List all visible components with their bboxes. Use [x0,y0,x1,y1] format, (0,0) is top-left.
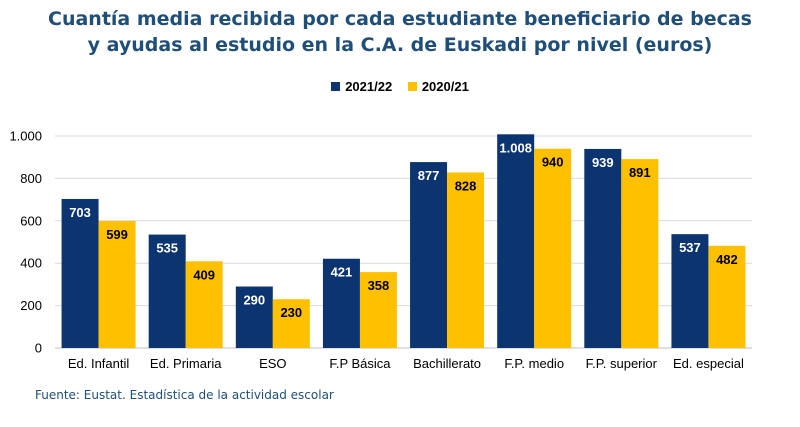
data-label-2021-22-1: 535 [156,241,178,256]
data-label-2021-22-2: 290 [243,293,265,308]
legend: 2021/22 2020/21 [0,79,800,94]
bar-2020-21-7 [708,245,746,348]
data-label-2020-21-4: 828 [455,178,477,193]
chart-title-line-2: y ayudas al estudio en la C.A. de Euskad… [87,34,713,56]
data-label-2020-21-6: 891 [629,165,651,180]
x-tick-label-3: F.P Básica [329,356,391,371]
bar-2021-22-7 [671,234,709,348]
y-tick-label-1000: 1.000 [9,129,42,144]
data-label-2021-22-7: 537 [679,240,701,255]
bar-2021-22-6 [584,148,622,348]
x-tick-label-7: Ed. especial [673,356,744,371]
chart-title: Cuantía media recibida por cada estudian… [0,6,800,58]
x-tick-label-5: F.P. medio [504,356,564,371]
legend-item-2021-22: 2021/22 [331,79,392,94]
data-label-2020-21-5: 940 [542,155,564,170]
bar-2021-22-0 [61,198,99,348]
x-tick-label-4: Bachillerato [413,356,481,371]
data-label-2021-22-0: 703 [69,205,91,220]
chart-title-line-1: Cuantía media recibida por cada estudian… [48,8,752,30]
bar-2020-21-5 [534,148,572,348]
data-label-2020-21-3: 358 [368,278,390,293]
bar-2020-21-4 [447,172,485,348]
x-tick-label-1: Ed. Primaria [150,356,222,371]
y-tick-label-600: 600 [20,213,42,228]
y-tick-label-0: 0 [35,341,42,356]
bar-2020-21-2 [272,299,310,348]
bar-2020-21-6 [621,159,659,348]
legend-swatch-2021-22 [331,82,341,91]
data-label-2021-22-6: 939 [592,155,614,170]
x-tick-label-2: ESO [259,356,286,371]
source-note: Fuente: Eustat. Estadística de la activi… [35,388,334,402]
legend-label-2021-22: 2021/22 [345,79,393,94]
bar-2021-22-4 [410,162,448,348]
bar-2020-21-3 [359,272,397,348]
y-tick-label-800: 800 [20,171,42,186]
bar-2021-22-2 [235,286,273,348]
data-label-2020-21-1: 409 [193,267,215,282]
bar-2020-21-0 [98,221,136,348]
bar-2021-22-1 [148,234,186,348]
legend-item-2020-21: 2020/21 [407,79,469,94]
data-label-2020-21-0: 599 [106,227,128,242]
x-tick-label-6: F.P. superior [586,356,658,371]
data-label-2020-21-2: 230 [280,305,302,320]
bar-2021-22-3 [322,258,360,348]
data-label-2021-22-3: 421 [331,265,353,280]
data-label-2021-22-5: 1.008 [499,140,532,155]
data-label-2020-21-7: 482 [716,252,738,267]
y-tick-label-200: 200 [20,298,42,313]
data-label-2021-22-4: 877 [418,168,440,183]
legend-swatch-2020-21 [407,82,417,91]
y-tick-label-400: 400 [20,256,42,271]
bar-2020-21-1 [185,261,223,348]
x-tick-label-0: Ed. Infantil [68,356,130,371]
bar-2021-22-5 [497,134,535,348]
legend-label-2020-21: 2020/21 [421,79,469,94]
